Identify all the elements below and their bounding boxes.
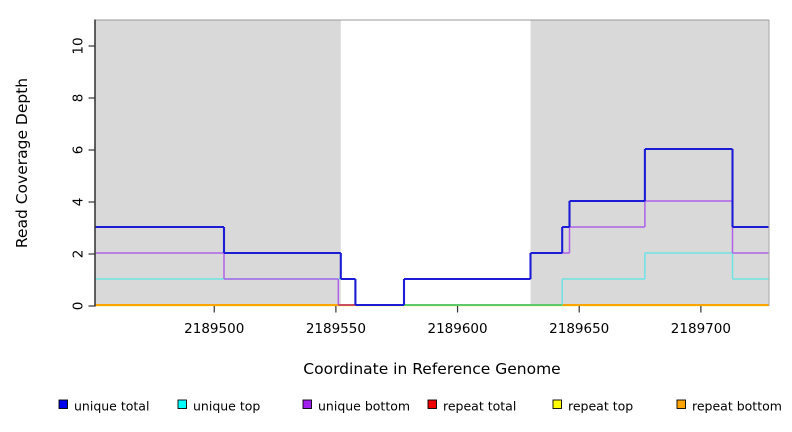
y-tick-label: 8 bbox=[71, 94, 87, 103]
series-lines bbox=[95, 147, 769, 307]
legend-swatch-unique-total bbox=[58, 399, 68, 409]
legend-swatch-repeat-bottom bbox=[676, 399, 686, 409]
plot-frame bbox=[94, 19, 770, 307]
legend-label-repeat-bottom: repeat bottom bbox=[692, 399, 782, 414]
y-tick-label: 2 bbox=[71, 250, 87, 259]
legend-swatch-repeat-top bbox=[552, 399, 562, 409]
x-tick-label: 2189700 bbox=[671, 321, 731, 337]
legend: unique total unique top unique bottom repea… bbox=[58, 399, 782, 414]
y-tick-label: 4 bbox=[71, 198, 87, 207]
legend-swatch-unique-top bbox=[177, 399, 187, 409]
y-axis-title: Read Coverage Depth bbox=[13, 78, 31, 248]
legend-swatch-repeat-total bbox=[427, 399, 437, 409]
legend-swatch-unique-bottom bbox=[302, 399, 312, 409]
x-tick-label: 2189600 bbox=[427, 321, 487, 337]
x-tick-label: 2189500 bbox=[184, 321, 244, 337]
shaded-region bbox=[530, 20, 769, 306]
x-tick-label: 2189650 bbox=[549, 321, 609, 337]
series-path-unique-total bbox=[95, 147, 769, 307]
x-axis-title: Coordinate in Reference Genome bbox=[303, 360, 560, 378]
x-tick-label: 2189550 bbox=[306, 321, 366, 337]
legend-label-unique-total: unique total bbox=[74, 399, 149, 414]
legend-label-unique-bottom: unique bottom bbox=[318, 399, 410, 414]
y-tick-label: 6 bbox=[71, 146, 87, 155]
shaded-region bbox=[95, 20, 341, 306]
y-tick-label: 10 bbox=[71, 37, 87, 54]
y-tick-label: 0 bbox=[71, 302, 87, 311]
legend-label-unique-top: unique top bbox=[193, 399, 260, 414]
shaded-regions bbox=[95, 20, 769, 306]
axis-ticks bbox=[88, 45, 702, 313]
legend-label-repeat-total: repeat total bbox=[443, 399, 516, 414]
legend-label-repeat-top: repeat top bbox=[568, 399, 633, 414]
tick-labels: 2189500 2189550 2189600 2189650 2189700 0 2 4 6 8… bbox=[71, 37, 731, 337]
